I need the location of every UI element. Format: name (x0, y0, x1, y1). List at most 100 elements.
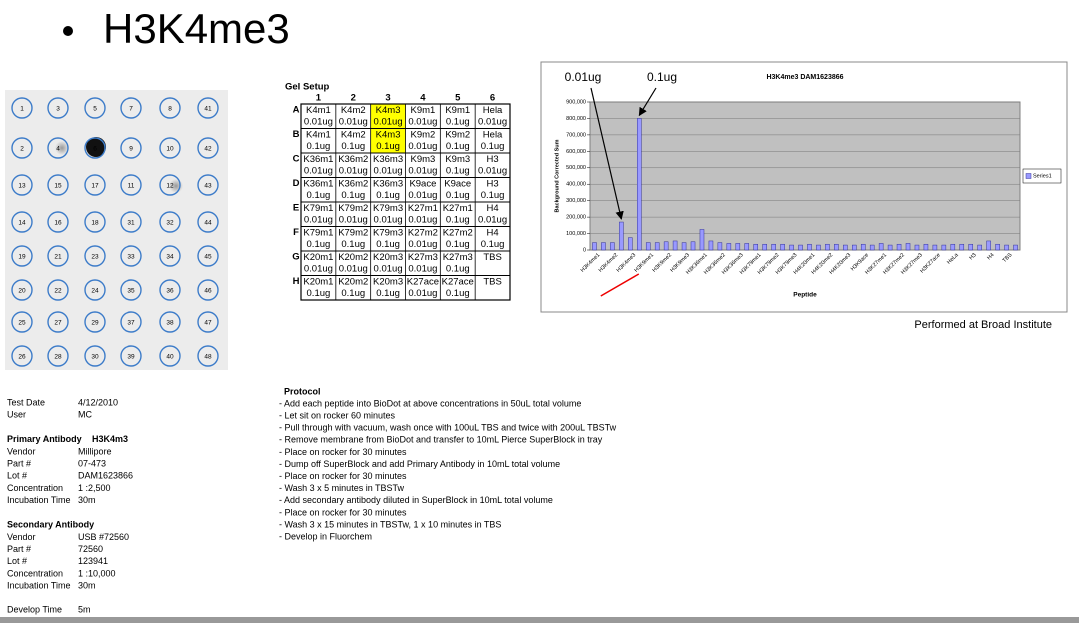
spot-label: 18 (91, 220, 99, 227)
peptide: K27m2 (443, 228, 473, 239)
highlight (370, 128, 406, 153)
peptide: K27m1 (443, 203, 473, 214)
spot-label: 39 (127, 354, 135, 361)
bar (986, 240, 991, 251)
amount: 0.1ug (376, 239, 400, 250)
amount: 0.01ug (478, 166, 507, 177)
bar (628, 237, 633, 251)
amount: 0.01ug (408, 288, 437, 299)
bar (860, 243, 866, 251)
credit: Performed at Broad Institute (914, 319, 1052, 331)
spot (11, 311, 33, 333)
spot-label: 47 (204, 320, 212, 327)
spot (84, 311, 106, 333)
bar (798, 244, 803, 251)
peptide: H3 (487, 179, 499, 190)
protocol-step: - Let sit on rocker 60 minutes (279, 410, 396, 420)
spot (197, 174, 219, 196)
annotation-arrow (590, 87, 624, 220)
info-label: Concentration (7, 483, 63, 493)
amount: 0.01ug (408, 166, 437, 177)
peptide: K27m3 (408, 252, 438, 263)
spot (197, 137, 219, 159)
peptide: K4m2 (341, 130, 366, 141)
peptide: K9m1 (411, 105, 436, 116)
y-tick-label: 0 (583, 247, 586, 253)
peptide: K36m1 (303, 179, 333, 190)
info-label: Part # (7, 458, 31, 468)
peptide: K9m3 (445, 154, 470, 165)
row-label: G (292, 252, 299, 263)
bar (637, 118, 642, 251)
peptide: K20m2 (338, 252, 368, 263)
peptide: K27m3 (443, 252, 473, 263)
spot (84, 245, 106, 267)
amount: 0.1ug (446, 166, 470, 177)
info-label: Lot # (7, 471, 27, 481)
y-axis-label: Background Corrected Sum (554, 139, 560, 212)
peptide: K36m2 (338, 154, 368, 165)
spot-label: 30 (91, 354, 99, 361)
spot (11, 137, 33, 159)
peptide: TBS (483, 277, 501, 288)
bar (869, 244, 875, 251)
x-axis-label: Peptide (793, 292, 817, 299)
spot (47, 211, 69, 233)
amount: 0.1ug (341, 190, 365, 201)
spot-label: 29 (91, 320, 99, 327)
info-value: 1 :2,500 (78, 483, 111, 493)
amount: 0.1ug (341, 288, 365, 299)
spot-label: 11 (128, 183, 135, 190)
bar (717, 242, 723, 251)
amount: 0.1ug (481, 190, 505, 201)
col-header: 3 (385, 93, 390, 104)
spot (159, 345, 181, 367)
spot (197, 279, 219, 301)
spot-label: 1 (20, 106, 24, 113)
bar (905, 243, 911, 251)
amount: 0.01ug (374, 264, 403, 275)
peptide: H4 (487, 228, 499, 239)
peptide: K4m1 (306, 105, 331, 116)
col-header: 6 (490, 93, 495, 104)
bar (896, 243, 902, 251)
spot (197, 245, 219, 267)
bar (672, 240, 678, 251)
spot-label: 12 (166, 183, 174, 190)
info-value: 07-473 (78, 458, 106, 468)
test-info: Test Date 4/12/2010 User MC Primary Antibody… (7, 397, 133, 614)
bar (744, 243, 750, 251)
spot-label: 16 (54, 220, 62, 227)
peptide: K27ace (442, 277, 474, 288)
info-label: Lot # (7, 556, 27, 566)
highlight (370, 104, 406, 129)
bar (708, 240, 714, 251)
spot-label: 37 (127, 320, 135, 327)
bar (932, 244, 938, 251)
col-header: 2 (351, 93, 356, 104)
info-label: Vendor (7, 446, 36, 456)
peptide: H4 (487, 203, 499, 214)
bar (690, 241, 696, 251)
bar (681, 242, 687, 251)
amount: 0.1ug (307, 141, 331, 152)
spot (47, 311, 69, 333)
protocol-step: - Wash 3 x 15 minutes in TBSTw, 1 x 10 m… (279, 519, 501, 529)
bar (645, 242, 651, 251)
peptide: K79m3 (373, 203, 403, 214)
bar (610, 242, 615, 251)
y-tick-label: 800,000 (566, 116, 586, 122)
spot (120, 211, 142, 233)
amount: 0.01ug (408, 190, 437, 201)
peptide: K79m1 (303, 228, 333, 239)
bar (601, 242, 606, 251)
amount: 0.1ug (446, 117, 470, 128)
spot-label: 7 (129, 106, 133, 113)
info-label: Vendor (7, 532, 36, 542)
amount: 0.1ug (481, 141, 505, 152)
protocol-step: - Wash 3 x 5 minutes in TBSTw (279, 483, 405, 493)
spot-label: 5 (93, 106, 97, 113)
amount: 0.01ug (339, 215, 368, 226)
spot-label: 41 (204, 106, 212, 113)
